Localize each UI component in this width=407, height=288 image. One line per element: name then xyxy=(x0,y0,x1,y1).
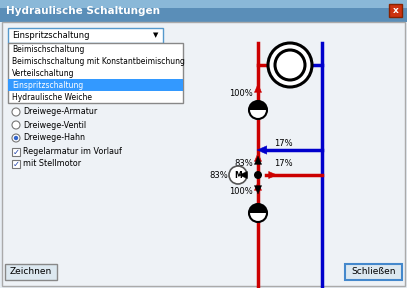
Text: Hydraulische Schaltungen: Hydraulische Schaltungen xyxy=(6,6,160,16)
Text: 100%: 100% xyxy=(229,90,253,98)
FancyBboxPatch shape xyxy=(0,5,407,6)
Circle shape xyxy=(275,50,305,80)
Circle shape xyxy=(229,166,247,184)
Text: Zeichnen: Zeichnen xyxy=(10,268,52,276)
FancyBboxPatch shape xyxy=(5,264,57,280)
Polygon shape xyxy=(257,146,267,154)
Text: mit Stellmotor: mit Stellmotor xyxy=(23,160,81,168)
Polygon shape xyxy=(254,182,262,190)
Text: ▼: ▼ xyxy=(153,33,158,39)
Text: Verteilschaltung: Verteilschaltung xyxy=(12,69,74,77)
FancyBboxPatch shape xyxy=(8,28,163,43)
FancyBboxPatch shape xyxy=(0,14,407,15)
Text: Dreiwege-Armatur: Dreiwege-Armatur xyxy=(23,107,97,117)
FancyBboxPatch shape xyxy=(0,21,407,22)
Text: x: x xyxy=(393,6,398,15)
FancyBboxPatch shape xyxy=(0,18,407,19)
FancyBboxPatch shape xyxy=(0,12,407,13)
Text: ✓: ✓ xyxy=(13,160,20,168)
Circle shape xyxy=(12,108,20,116)
Text: 17%: 17% xyxy=(274,158,293,168)
FancyBboxPatch shape xyxy=(2,22,405,286)
Circle shape xyxy=(12,121,20,129)
FancyBboxPatch shape xyxy=(0,6,407,7)
Text: 100%: 100% xyxy=(229,187,253,196)
Text: M: M xyxy=(234,170,242,179)
FancyBboxPatch shape xyxy=(0,15,407,16)
Text: Einspritzschaltung: Einspritzschaltung xyxy=(12,31,90,40)
Polygon shape xyxy=(254,156,262,164)
FancyBboxPatch shape xyxy=(12,160,20,168)
Circle shape xyxy=(249,101,267,119)
Wedge shape xyxy=(249,101,267,110)
FancyBboxPatch shape xyxy=(0,16,407,17)
Text: 17%: 17% xyxy=(274,139,293,147)
FancyBboxPatch shape xyxy=(0,7,407,8)
FancyBboxPatch shape xyxy=(0,9,407,10)
Text: Schließen: Schließen xyxy=(351,268,396,276)
FancyBboxPatch shape xyxy=(0,0,407,1)
FancyBboxPatch shape xyxy=(0,3,407,4)
FancyBboxPatch shape xyxy=(0,17,407,18)
Polygon shape xyxy=(254,84,262,92)
Text: 83%: 83% xyxy=(234,158,253,168)
FancyBboxPatch shape xyxy=(0,13,407,14)
FancyBboxPatch shape xyxy=(0,20,407,21)
FancyBboxPatch shape xyxy=(8,43,183,103)
Circle shape xyxy=(249,204,267,222)
Polygon shape xyxy=(239,171,247,179)
Text: Regelarmatur im Vorlauf: Regelarmatur im Vorlauf xyxy=(23,147,122,156)
Text: Dreiwege-Ventil: Dreiwege-Ventil xyxy=(23,120,86,130)
Text: Einspritzschaltung: Einspritzschaltung xyxy=(12,81,83,90)
Text: Beimischschaltung mit Konstantbeimischung: Beimischschaltung mit Konstantbeimischun… xyxy=(12,56,185,65)
FancyBboxPatch shape xyxy=(8,79,183,91)
FancyBboxPatch shape xyxy=(0,4,407,5)
FancyBboxPatch shape xyxy=(0,2,407,3)
Text: Hydraulische Weiche: Hydraulische Weiche xyxy=(12,92,92,101)
Circle shape xyxy=(268,43,312,87)
Polygon shape xyxy=(269,171,277,179)
FancyBboxPatch shape xyxy=(0,8,407,9)
Circle shape xyxy=(254,171,262,179)
FancyBboxPatch shape xyxy=(12,148,20,156)
FancyBboxPatch shape xyxy=(345,264,402,280)
Circle shape xyxy=(14,136,18,140)
Polygon shape xyxy=(254,153,262,161)
Text: Dreiwege-Hahn: Dreiwege-Hahn xyxy=(23,134,85,143)
Text: 83%: 83% xyxy=(209,170,228,179)
Text: Beimischschaltung: Beimischschaltung xyxy=(12,45,84,54)
FancyBboxPatch shape xyxy=(0,1,407,2)
Wedge shape xyxy=(249,204,267,213)
FancyBboxPatch shape xyxy=(389,4,402,17)
Text: ✓: ✓ xyxy=(13,147,20,156)
FancyBboxPatch shape xyxy=(0,11,407,12)
FancyBboxPatch shape xyxy=(0,19,407,20)
Circle shape xyxy=(12,134,20,142)
FancyBboxPatch shape xyxy=(0,10,407,11)
Polygon shape xyxy=(254,185,262,194)
